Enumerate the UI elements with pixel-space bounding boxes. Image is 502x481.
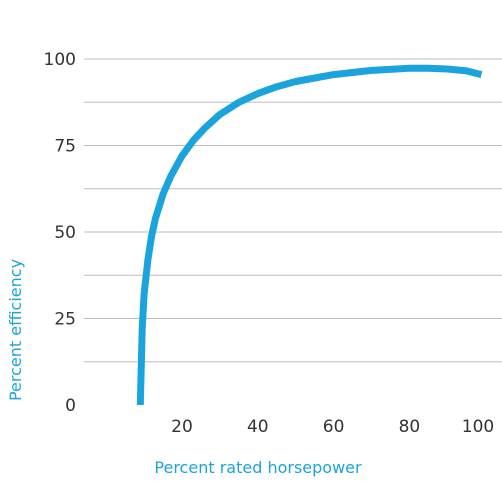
x-tick-label: 60 <box>323 417 345 437</box>
y-tick-label: 25 <box>54 310 76 330</box>
y-tick-label: 75 <box>54 137 76 157</box>
x-tick-labels: 20 40 60 80 100 <box>171 417 494 437</box>
y-tick-label: 0 <box>65 396 76 416</box>
grid-lines <box>84 58 502 363</box>
y-tick-label: 100 <box>44 50 76 70</box>
x-tick-label: 100 <box>462 417 494 437</box>
series-layer <box>136 64 483 406</box>
x-axis-title: Percent rated horsepower <box>154 458 362 477</box>
x-tick-label: 40 <box>247 417 269 437</box>
x-tick-label: 20 <box>171 417 193 437</box>
y-axis-title: Percent efficiency <box>6 259 25 401</box>
y-tick-label: 50 <box>54 223 76 243</box>
efficiency-curve <box>136 64 483 406</box>
x-tick-label: 80 <box>399 417 421 437</box>
y-tick-labels: 0 25 50 75 100 <box>44 50 76 416</box>
